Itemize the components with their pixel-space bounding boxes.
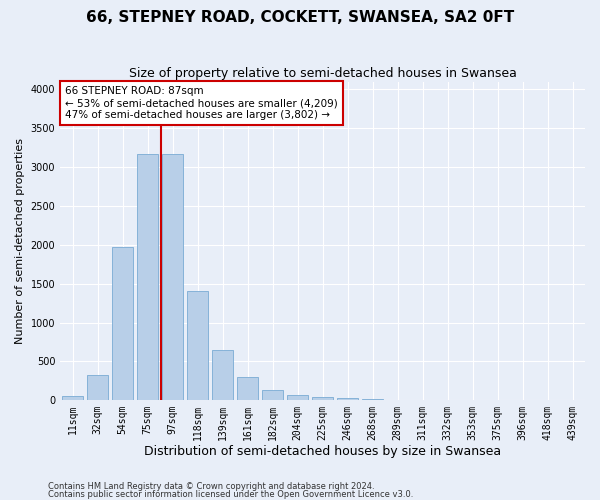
Bar: [337, 398, 358, 400]
Text: 66 STEPNEY ROAD: 87sqm
← 53% of semi-detached houses are smaller (4,209)
47% of : 66 STEPNEY ROAD: 87sqm ← 53% of semi-det…: [65, 86, 338, 120]
Bar: [287, 395, 308, 400]
Text: Contains HM Land Registry data © Crown copyright and database right 2024.: Contains HM Land Registry data © Crown c…: [48, 482, 374, 491]
Bar: [87, 375, 108, 400]
Bar: [212, 350, 233, 400]
X-axis label: Distribution of semi-detached houses by size in Swansea: Distribution of semi-detached houses by …: [144, 444, 501, 458]
Bar: [312, 396, 333, 400]
Bar: [62, 396, 83, 400]
Bar: [262, 390, 283, 400]
Bar: [137, 154, 158, 400]
Text: 66, STEPNEY ROAD, COCKETT, SWANSEA, SA2 0FT: 66, STEPNEY ROAD, COCKETT, SWANSEA, SA2 …: [86, 10, 514, 25]
Bar: [187, 292, 208, 400]
Bar: [162, 154, 183, 400]
Y-axis label: Number of semi-detached properties: Number of semi-detached properties: [15, 138, 25, 344]
Bar: [112, 247, 133, 400]
Bar: [237, 377, 258, 400]
Text: Contains public sector information licensed under the Open Government Licence v3: Contains public sector information licen…: [48, 490, 413, 499]
Title: Size of property relative to semi-detached houses in Swansea: Size of property relative to semi-detach…: [128, 68, 517, 80]
